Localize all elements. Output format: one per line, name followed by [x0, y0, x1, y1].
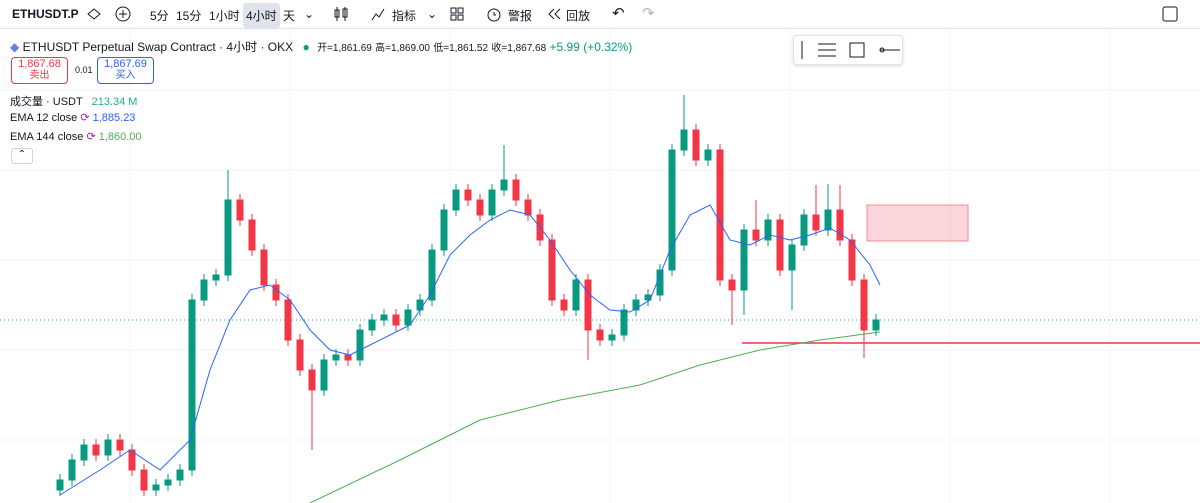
- ohlc: 收=1,867.68: [491, 43, 547, 54]
- study: EMA 144 close ⟳ 1,860.00: [10, 130, 142, 143]
- buy-price[interactable]: 1,867.69: [104, 58, 147, 70]
- interval[interactable]: 5分: [150, 9, 169, 23]
- candle-icon[interactable]: [333, 5, 349, 23]
- settings-icon[interactable]: ⟳: [80, 112, 90, 124]
- study: EMA 12 close ⟳ 1,885.23: [10, 111, 135, 124]
- study-name: EMA 12 close: [10, 112, 78, 124]
- undo[interactable]: ↶: [612, 5, 625, 22]
- study: 成交量 · USDT 213.34 M: [10, 93, 137, 109]
- study-value: 213.34 M: [91, 96, 138, 108]
- alert-icon[interactable]: [485, 5, 503, 23]
- settings-icon[interactable]: ⟳: [86, 131, 96, 143]
- legend-title-row: ◆ ETHUSDT Perpetual Swap Contract · 4小时 …: [10, 38, 632, 55]
- drawing-tools[interactable]: [794, 36, 902, 64]
- coin-icon: ◆: [10, 40, 20, 54]
- toolbar: ETHUSDT.P 5分 15分 1小时 4小时 天 ⌄ 指标 ⌄ 警报 回放 …: [0, 0, 1200, 29]
- collapse-button[interactable]: ⌃: [11, 148, 33, 164]
- symbol[interactable]: ETHUSDT.P: [12, 7, 79, 21]
- ohlc: 开=1,861.69: [317, 43, 372, 54]
- interval-active[interactable]: 4小时: [243, 3, 280, 28]
- sell-button[interactable]: 1,867.68 卖出: [11, 57, 68, 84]
- ema-144: [309, 331, 881, 503]
- indicators[interactable]: 指标: [392, 9, 417, 23]
- icon[interactable]: [86, 6, 102, 22]
- layout-icon[interactable]: [449, 6, 465, 22]
- study-value: 1,860.00: [98, 131, 142, 143]
- replay[interactable]: 回放: [566, 9, 591, 23]
- dot: ●: [302, 40, 310, 54]
- ohlc: 高=1,869.00: [375, 43, 430, 54]
- study-name: 成交量 · USDT: [10, 96, 83, 108]
- buy-button[interactable]: 1,867.69 买入: [97, 57, 154, 84]
- redo[interactable]: ↷: [642, 5, 655, 22]
- add-icon[interactable]: [114, 5, 132, 23]
- interval[interactable]: 天: [283, 9, 296, 23]
- ohlc: 低=1,861.52: [433, 43, 489, 54]
- chevron[interactable]: ⌄: [427, 7, 438, 21]
- ema-12: [59, 204, 881, 496]
- spread: 0.01: [75, 65, 93, 75]
- change: +5.99 (+0.32%): [549, 40, 633, 54]
- legend-title: ETHUSDT Perpetual Swap Contract · 4小时 · …: [22, 40, 294, 54]
- interval[interactable]: 15分: [176, 9, 202, 23]
- study-name: EMA 144 close: [10, 131, 84, 143]
- up-candles: [56, 95, 880, 496]
- zone: [866, 204, 969, 242]
- indicator-icon[interactable]: [370, 6, 386, 22]
- grid: [0, 30, 1200, 503]
- study-value: 1,885.23: [92, 112, 136, 124]
- replay-icon[interactable]: [546, 7, 562, 21]
- drawing-toolbar: [793, 35, 903, 65]
- fullscreen[interactable]: [1161, 5, 1179, 23]
- alert[interactable]: 警报: [508, 9, 533, 23]
- sell-label[interactable]: 卖出: [29, 70, 50, 81]
- chevron[interactable]: ⌄: [304, 7, 315, 21]
- buy-label[interactable]: 买入: [115, 70, 136, 81]
- interval[interactable]: 1小时: [209, 9, 240, 23]
- sell-price[interactable]: 1,867.68: [18, 58, 61, 70]
